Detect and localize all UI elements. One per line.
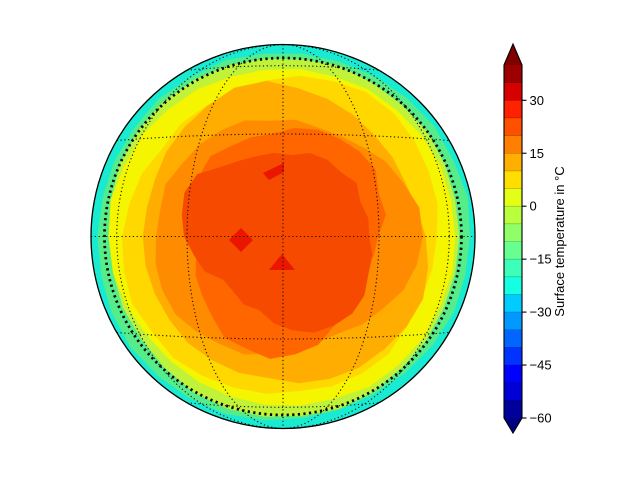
colorbar-segment xyxy=(504,117,522,136)
colorbar-axis-label: Surface temperature in °C xyxy=(552,166,567,316)
colorbar-segment xyxy=(504,153,522,172)
colorbar-segment xyxy=(504,382,522,401)
hot-spot xyxy=(269,254,295,270)
globe xyxy=(91,44,475,429)
colorbar-segment xyxy=(504,365,522,384)
graticule-parallel xyxy=(186,402,380,408)
colorbar-tick-label: −60 xyxy=(530,411,552,426)
colorbar-tick-label: 15 xyxy=(530,146,544,161)
colorbar-tick-label: 0 xyxy=(530,199,537,214)
colorbar-segment xyxy=(504,312,522,331)
graticule-parallel xyxy=(116,133,450,142)
colorbar-segment xyxy=(504,65,522,84)
hot-spot xyxy=(229,228,253,252)
colorbar-segment xyxy=(504,241,522,260)
contour-band xyxy=(181,152,373,333)
colorbar-segment xyxy=(504,276,522,295)
colorbar-segment xyxy=(504,170,522,189)
graticule-meridian xyxy=(116,44,450,429)
colorbar-tick-label: −15 xyxy=(530,252,552,267)
colorbar-tick-label: 30 xyxy=(530,93,544,108)
graticule-parallel xyxy=(186,65,380,71)
colorbar-segment xyxy=(504,329,522,348)
colorbar-segment xyxy=(504,82,522,101)
colorbar-segment xyxy=(504,223,522,242)
colorbar-segment xyxy=(504,347,522,366)
colorbar-segment xyxy=(504,400,522,419)
colorbar: 30 15 0 −15 −30 −45 −60 Surface temperature in … xyxy=(503,42,567,435)
colorbar-segment xyxy=(504,188,522,207)
graticule-parallel xyxy=(116,331,450,340)
colorbar-tick-label: −45 xyxy=(530,358,552,373)
colorbar-segment xyxy=(504,294,522,313)
colorbar-segment xyxy=(504,135,522,154)
graticule-meridian xyxy=(186,44,380,429)
colorbar-segment xyxy=(504,100,522,119)
colorbar-extend-arrow-bottom xyxy=(504,418,522,433)
graticule xyxy=(91,44,475,429)
terminator-ring xyxy=(103,56,463,417)
colorbar-extend-arrow-top xyxy=(504,44,522,65)
colorbar-segment xyxy=(504,259,522,278)
globe-outline xyxy=(90,43,476,430)
colorbar-tick-label: −30 xyxy=(530,305,552,320)
colorbar-segment xyxy=(504,206,522,225)
hot-spot xyxy=(263,163,284,180)
